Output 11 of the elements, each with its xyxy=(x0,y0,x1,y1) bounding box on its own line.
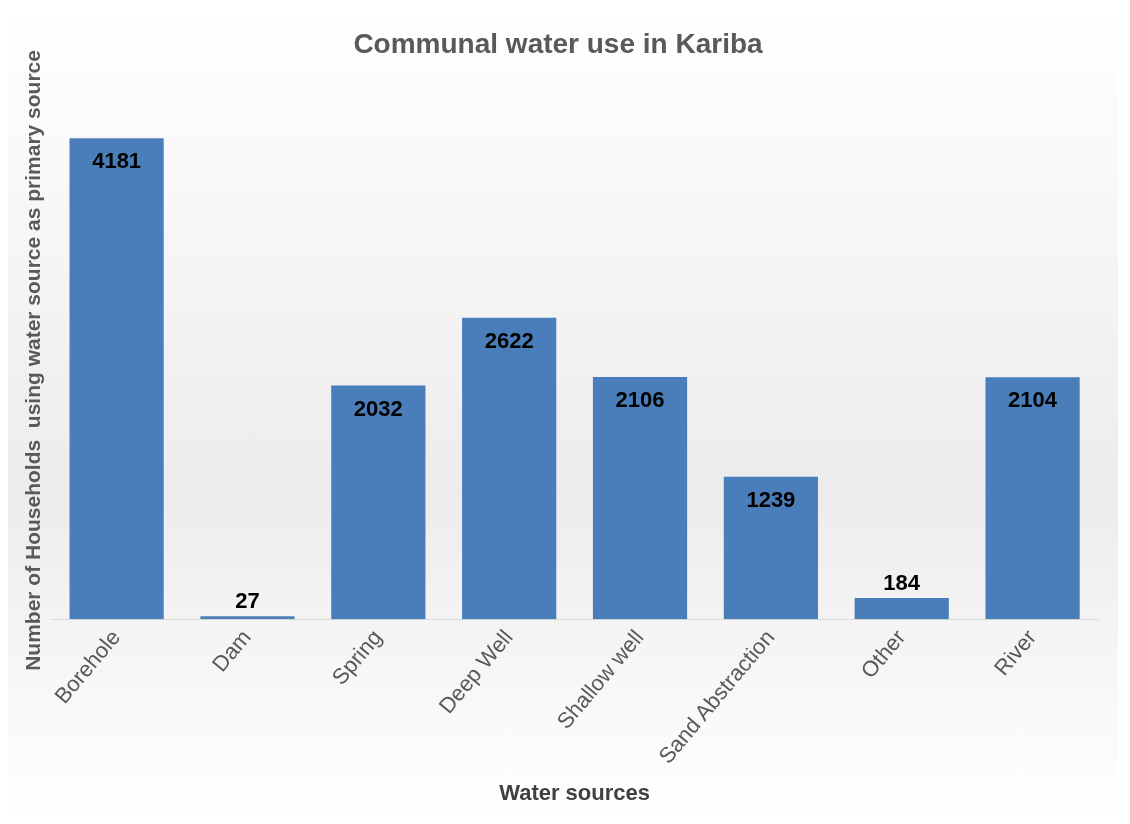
data-label: 27 xyxy=(235,588,260,614)
data-label: 2104 xyxy=(1008,387,1058,413)
data-label: 2032 xyxy=(353,395,403,421)
data-label: 4181 xyxy=(92,148,142,174)
data-label: 2106 xyxy=(615,387,665,413)
y-axis-title: Number of Households using water source as primary source xyxy=(21,50,45,671)
data-label: 1239 xyxy=(746,486,796,512)
data-label: 184 xyxy=(883,570,921,596)
chart-title: Communal water use in Kariba xyxy=(353,27,764,59)
data-label: 2622 xyxy=(484,327,534,353)
x-axis-title: Water sources xyxy=(499,779,651,805)
